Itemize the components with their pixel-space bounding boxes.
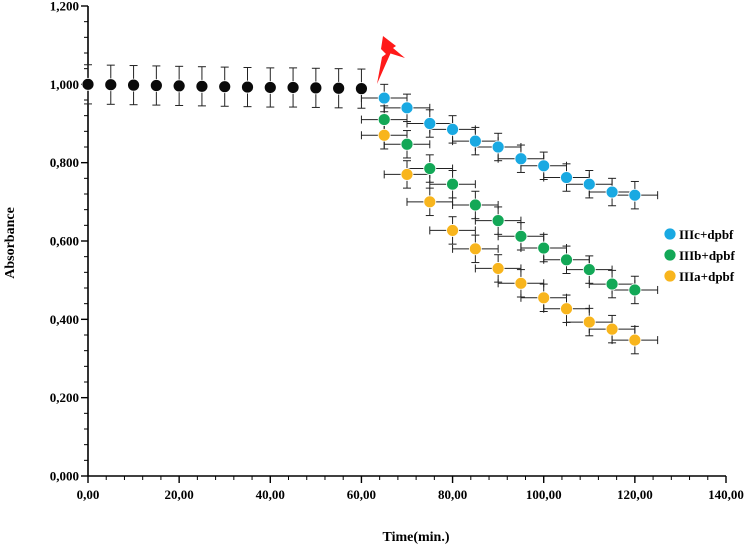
data-point [172, 79, 186, 93]
legend: IIIc+dpbf IIIb+dpbf IIIa+dpbf [663, 227, 736, 284]
y-tick-label: 1,200 [50, 0, 79, 14]
data-point [104, 78, 118, 92]
data-point [423, 117, 437, 130]
legend-label: IIIa+dpbf [679, 269, 735, 284]
legend-marker [663, 269, 677, 283]
x-tick-label: 80,00 [438, 487, 467, 502]
x-tick-label: 40,00 [256, 487, 285, 502]
data-point [491, 214, 505, 228]
y-tick-label: 0,600 [50, 234, 79, 249]
data-point [400, 101, 414, 115]
data-point [582, 177, 596, 191]
data-point [628, 188, 642, 202]
x-tick-label: 100,00 [526, 487, 562, 502]
data-point [537, 159, 551, 173]
data-point [514, 152, 528, 166]
data-point [491, 140, 505, 154]
data-point [263, 81, 277, 94]
y-tick-label: 0,200 [50, 390, 79, 405]
data-point [423, 195, 437, 209]
y-tick-label: 0,400 [50, 312, 79, 327]
data-point [195, 79, 209, 93]
data-point [332, 81, 346, 95]
data-point [241, 80, 254, 94]
data-point [286, 81, 300, 94]
data-point [400, 168, 414, 181]
data-point [127, 78, 140, 92]
data-point [446, 122, 459, 136]
x-axis-title: Time(min.) [382, 530, 449, 545]
legend-marker [663, 248, 677, 262]
data-point [605, 277, 619, 291]
data-point [537, 291, 551, 305]
data-point [582, 315, 596, 329]
data-point [446, 224, 459, 237]
data-point [377, 113, 391, 126]
legend-marker [663, 227, 677, 241]
data-point [355, 82, 368, 96]
legend-label: IIIb+dpbf [679, 248, 736, 263]
data-point [468, 134, 482, 148]
data-points [81, 77, 642, 347]
data-point [468, 242, 482, 256]
x-tick-label: 0,00 [77, 487, 100, 502]
data-point [400, 137, 414, 151]
data-point [582, 263, 596, 276]
data-point [560, 253, 573, 267]
x-tick-label: 60,00 [347, 487, 376, 502]
data-point [560, 302, 573, 316]
data-point [560, 171, 573, 184]
data-point [514, 276, 528, 290]
data-point [309, 81, 323, 95]
data-point [605, 185, 619, 199]
y-tick-label: 0,800 [50, 155, 79, 170]
y-tick-label: 0,000 [50, 469, 79, 484]
lightning-bolt-icon [377, 36, 405, 84]
data-point [628, 333, 642, 347]
x-tick-label: 20,00 [165, 487, 194, 502]
data-point [149, 79, 163, 92]
data-point [218, 80, 232, 94]
y-tick-label: 1,000 [50, 77, 79, 92]
data-point [377, 91, 391, 105]
data-point [537, 241, 551, 255]
legend-label: IIIc+dpbf [679, 227, 734, 242]
data-point [605, 322, 619, 336]
x-tick-label: 120,00 [617, 487, 653, 502]
y-axis-title: Absorbance [3, 207, 18, 279]
lightning-bolt-shape [377, 36, 405, 84]
data-point [628, 283, 642, 297]
data-point [377, 128, 391, 142]
data-point [81, 77, 95, 91]
data-point [514, 229, 528, 243]
data-point [423, 162, 437, 175]
data-point [468, 198, 482, 212]
axes: 0,000 0,200 0,400 0,600 0,800 1,000 1,200 0,00 2… [50, 0, 744, 502]
data-point [491, 262, 505, 275]
x-tick-label: 140,00 [708, 487, 744, 502]
data-point [446, 177, 459, 191]
